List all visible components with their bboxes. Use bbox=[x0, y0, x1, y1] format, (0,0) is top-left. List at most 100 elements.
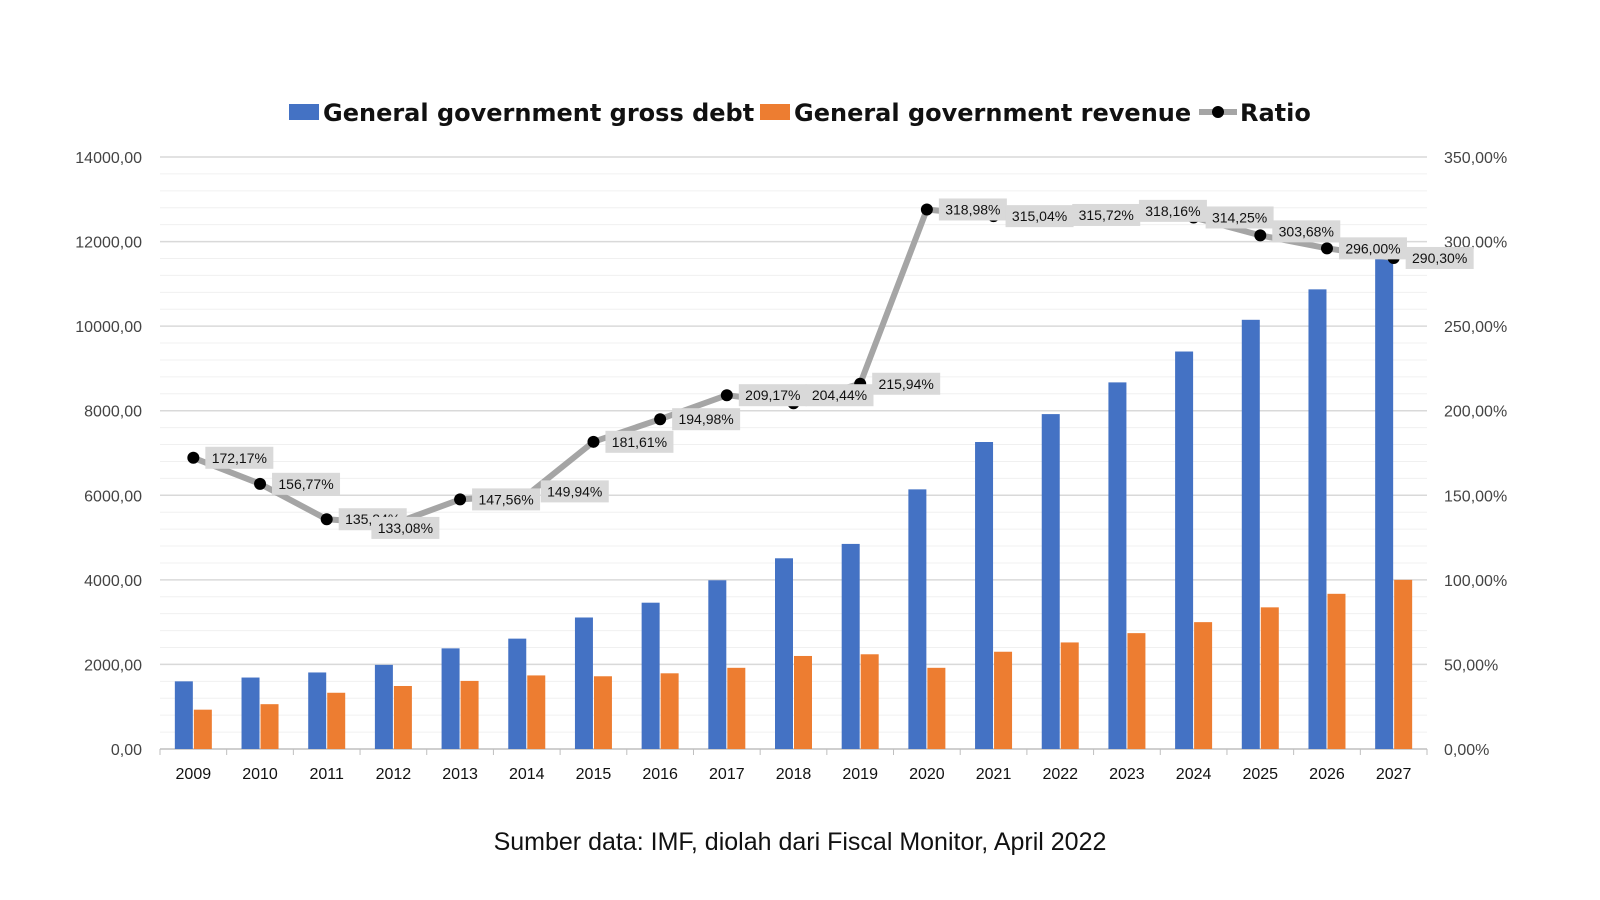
ratio-data-label: 315,04% bbox=[1012, 208, 1067, 224]
ratio-line-series bbox=[187, 203, 1400, 530]
x-axis-tick-label: 2027 bbox=[1376, 766, 1412, 783]
x-axis-tick-label: 2021 bbox=[976, 766, 1012, 783]
ratio-label-box bbox=[371, 516, 440, 539]
left-axis-tick-label: 0,00 bbox=[111, 742, 142, 759]
debt-bar bbox=[241, 677, 260, 749]
left-axis-tick-label: 10000,00 bbox=[75, 319, 142, 336]
ratio-point bbox=[720, 389, 733, 402]
revenue-bar bbox=[1060, 642, 1079, 749]
ratio-point bbox=[254, 477, 267, 490]
ratio-data-labels: 172,17%156,77%135,84%133,08%147,56%149,9… bbox=[205, 198, 1474, 539]
debt-bar bbox=[775, 558, 793, 749]
debt-bar bbox=[308, 672, 327, 749]
revenue-bar bbox=[460, 680, 479, 749]
x-axis-tick-label: 2024 bbox=[1176, 766, 1212, 783]
right-axis-tick-label: 250,00% bbox=[1444, 319, 1507, 336]
revenue-bar bbox=[1327, 593, 1346, 749]
debt-bar bbox=[174, 681, 193, 749]
legend-label-ratio: Ratio bbox=[1240, 99, 1311, 127]
left-axis-tick-label: 8000,00 bbox=[84, 404, 142, 421]
debt-bar bbox=[374, 664, 393, 749]
revenue-bar bbox=[393, 685, 412, 749]
right-axis-tick-label: 350,00% bbox=[1444, 150, 1507, 167]
ratio-label-box bbox=[1005, 205, 1074, 228]
x-axis-tick-label: 2017 bbox=[709, 766, 745, 783]
debt-bar bbox=[1108, 382, 1127, 749]
x-axis-tick-label: 2015 bbox=[576, 766, 612, 783]
left-axis-tick-label: 14000,00 bbox=[75, 150, 142, 167]
ratio-point bbox=[454, 493, 467, 506]
ratio-point bbox=[187, 451, 200, 464]
ratio-data-label: 215,94% bbox=[879, 376, 934, 392]
x-axis-tick-label: 2013 bbox=[442, 766, 478, 783]
right-axis-tick-label: 100,00% bbox=[1444, 573, 1507, 590]
left-axis-tick-label: 2000,00 bbox=[84, 657, 142, 674]
legend-label-debt: General government gross debt bbox=[323, 99, 754, 127]
right-axis-tick-label: 200,00% bbox=[1444, 404, 1507, 421]
ratio-label-box bbox=[1072, 203, 1141, 226]
debt-bar bbox=[1375, 256, 1394, 749]
x-axis-tick-label: 2023 bbox=[1109, 766, 1145, 783]
ratio-data-label: 156,77% bbox=[278, 476, 333, 492]
ratio-point bbox=[1320, 242, 1333, 255]
ratio-data-label: 318,16% bbox=[1145, 203, 1200, 219]
revenue-bar bbox=[327, 692, 346, 749]
ratio-point bbox=[1254, 229, 1267, 242]
left-axis-tick-label: 6000,00 bbox=[84, 488, 142, 505]
debt-bar bbox=[574, 617, 593, 749]
ratio-label-box bbox=[1272, 220, 1341, 243]
x-axis-tick-label: 2012 bbox=[376, 766, 412, 783]
ratio-label-box bbox=[672, 408, 741, 431]
ratio-data-label: 181,61% bbox=[612, 434, 667, 450]
legend-swatch-revenue bbox=[760, 104, 790, 120]
debt-bar bbox=[975, 442, 994, 749]
legend-swatch-debt bbox=[289, 104, 319, 120]
right-axis-tick-label: 50,00% bbox=[1444, 657, 1498, 674]
ratio-point bbox=[920, 203, 933, 216]
ratio-data-label: 209,17% bbox=[745, 387, 800, 403]
debt-bar bbox=[708, 580, 727, 749]
ratio-label-box bbox=[938, 198, 1007, 221]
x-axis-tick-label: 2019 bbox=[842, 766, 878, 783]
right-axis-tick-label: 150,00% bbox=[1444, 488, 1507, 505]
x-axis-tick-label: 2014 bbox=[509, 766, 545, 783]
x-axis-ticks: 2009 2010 2011 2012 2013 2014 2015 2016 2017 2018… bbox=[159, 749, 1428, 783]
x-axis-tick-label: 2018 bbox=[776, 766, 812, 783]
ratio-data-label: 194,98% bbox=[678, 411, 733, 427]
x-axis-tick-label: 2009 bbox=[176, 766, 212, 783]
ratio-label-box bbox=[872, 372, 941, 395]
ratio-label-box bbox=[472, 488, 541, 511]
ratio-data-label: 172,17% bbox=[212, 450, 267, 466]
right-axis-tick-label: 0,00% bbox=[1444, 742, 1489, 759]
left-axis-ticks: 0,00 2000,00 4000,00 6000,00 8000,00 10000,00… bbox=[75, 150, 142, 759]
ratio-label-box bbox=[1338, 237, 1407, 260]
debt-bar bbox=[1175, 351, 1194, 749]
minor-gridlines bbox=[160, 173, 1427, 733]
x-axis-tick-label: 2022 bbox=[1042, 766, 1078, 783]
ratio-data-label: 303,68% bbox=[1279, 223, 1334, 239]
source-note: Sumber data: IMF, diolah dari Fiscal Mon… bbox=[493, 828, 1107, 856]
revenue-bar bbox=[1194, 622, 1213, 749]
left-axis-tick-label: 12000,00 bbox=[75, 235, 142, 252]
revenue-bar bbox=[1127, 633, 1146, 749]
ratio-label-box bbox=[272, 472, 341, 495]
revenue-bar bbox=[1394, 579, 1413, 749]
x-axis-tick-label: 2016 bbox=[642, 766, 678, 783]
ratio-point bbox=[320, 513, 333, 526]
revenue-bar bbox=[593, 676, 612, 749]
debt-bar bbox=[641, 602, 660, 749]
ratio-data-label: 315,72% bbox=[1079, 207, 1134, 223]
revenue-bar bbox=[927, 667, 946, 749]
debt-bar bbox=[441, 648, 460, 749]
debt-bar bbox=[908, 489, 927, 749]
ratio-line bbox=[192, 206, 1395, 527]
ratio-data-label: 290,30% bbox=[1412, 250, 1467, 266]
ratio-label-box bbox=[805, 384, 874, 407]
legend-label-revenue: General government revenue bbox=[794, 99, 1191, 127]
ratio-label-box bbox=[540, 480, 609, 503]
ratio-point bbox=[654, 413, 667, 426]
debt-bar bbox=[1308, 289, 1327, 749]
debt-bar bbox=[508, 638, 527, 749]
x-axis-tick-label: 2020 bbox=[909, 766, 945, 783]
revenue-bar bbox=[193, 709, 212, 749]
